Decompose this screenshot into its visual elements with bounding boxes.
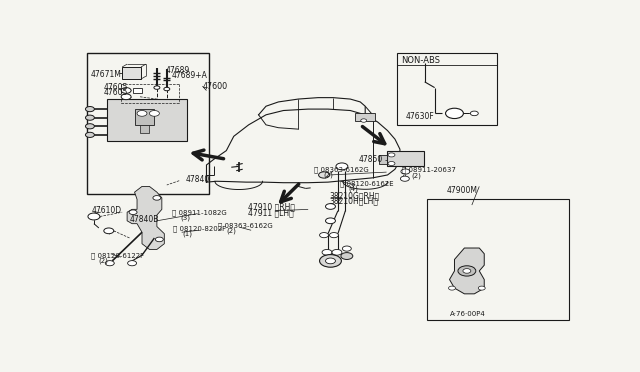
Bar (355, 113, 375, 121)
Circle shape (463, 269, 471, 273)
Circle shape (401, 169, 410, 174)
Text: 47911 〈LH〉: 47911 〈LH〉 (248, 208, 293, 217)
Text: 47850: 47850 (359, 155, 383, 164)
Text: (1): (1) (182, 231, 192, 237)
Bar (122, 67, 141, 79)
Bar (387, 151, 424, 166)
Circle shape (121, 87, 131, 93)
Circle shape (319, 172, 330, 178)
Text: (2): (2) (412, 172, 421, 179)
Circle shape (388, 153, 395, 157)
Circle shape (104, 228, 114, 234)
Text: Ⓑ 08120-6162E: Ⓑ 08120-6162E (340, 180, 394, 187)
Text: NON-ABS: NON-ABS (401, 56, 440, 65)
Text: 47605: 47605 (104, 88, 128, 97)
Text: (3): (3) (180, 214, 190, 221)
Text: 47671M: 47671M (91, 70, 122, 79)
Circle shape (330, 232, 339, 238)
Bar (397, 53, 497, 125)
Text: 38210G〈RH〉: 38210G〈RH〉 (329, 191, 380, 201)
Text: 47689: 47689 (165, 66, 189, 75)
Circle shape (326, 218, 335, 224)
Circle shape (326, 203, 335, 209)
Bar (88, 53, 209, 193)
Circle shape (88, 213, 100, 220)
Text: 47840: 47840 (185, 175, 209, 185)
Text: (2): (2) (227, 228, 237, 234)
Circle shape (478, 286, 485, 290)
Circle shape (326, 258, 335, 264)
Circle shape (127, 261, 136, 266)
Circle shape (86, 106, 94, 112)
Text: 47840B: 47840B (129, 215, 159, 224)
Circle shape (153, 196, 161, 200)
Text: Ⓢ 08363-6162G: Ⓢ 08363-6162G (218, 222, 273, 229)
Text: Ⓢ 08363-6162G: Ⓢ 08363-6162G (314, 166, 369, 173)
Circle shape (164, 87, 170, 91)
Circle shape (458, 266, 476, 276)
Circle shape (149, 110, 159, 116)
Text: 38210H〈LH〉: 38210H〈LH〉 (329, 196, 378, 206)
Text: A·76·00P4: A·76·00P4 (449, 311, 485, 317)
Polygon shape (127, 186, 164, 250)
Text: Ⓑ 08120-6122F: Ⓑ 08120-6122F (91, 253, 144, 259)
Text: 47910 〈RH〉: 47910 〈RH〉 (248, 203, 294, 212)
Bar (134, 109, 154, 125)
Circle shape (86, 124, 94, 129)
Circle shape (106, 261, 114, 266)
Text: 47605: 47605 (104, 83, 128, 92)
Polygon shape (449, 248, 484, 294)
Text: (4): (4) (349, 186, 358, 192)
Circle shape (319, 232, 328, 238)
Bar (133, 88, 142, 93)
Circle shape (86, 132, 94, 137)
Circle shape (445, 108, 463, 119)
Text: 47689+A: 47689+A (172, 71, 207, 80)
Circle shape (341, 253, 353, 260)
Circle shape (129, 210, 137, 215)
Circle shape (332, 250, 342, 255)
Circle shape (449, 286, 456, 290)
Circle shape (336, 163, 348, 170)
Text: 47900M: 47900M (447, 186, 478, 195)
Circle shape (342, 246, 351, 251)
Circle shape (470, 111, 478, 116)
Circle shape (361, 119, 367, 122)
Text: (2): (2) (99, 258, 109, 264)
Bar (140, 125, 149, 134)
Text: (2): (2) (323, 171, 333, 178)
Circle shape (319, 254, 341, 267)
Bar (379, 155, 387, 164)
Text: 47630F: 47630F (405, 112, 434, 121)
Circle shape (154, 86, 160, 89)
Circle shape (156, 237, 163, 242)
Text: 47600: 47600 (203, 82, 228, 91)
Circle shape (121, 94, 131, 100)
Circle shape (322, 250, 332, 255)
Bar (428, 199, 568, 320)
Circle shape (137, 110, 147, 116)
Text: 47610D: 47610D (92, 206, 122, 215)
Text: ⓝ 08911-1082G: ⓝ 08911-1082G (172, 209, 227, 215)
Circle shape (388, 161, 395, 166)
Text: Ⓑ 08120-8202F: Ⓑ 08120-8202F (173, 225, 227, 232)
Circle shape (401, 176, 410, 181)
Bar (108, 99, 187, 141)
Circle shape (86, 115, 94, 120)
Text: ⓝ 08911-20637: ⓝ 08911-20637 (403, 167, 456, 173)
